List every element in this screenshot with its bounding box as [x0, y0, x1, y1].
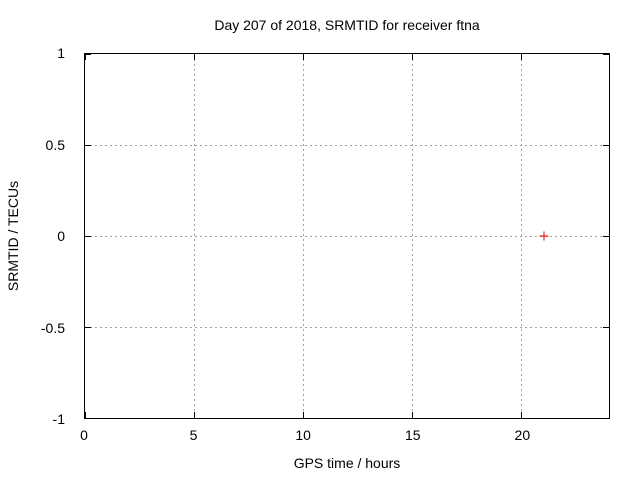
x-tick-10 [302, 412, 304, 418]
plot-area [84, 53, 610, 419]
y-tick--0.5 [85, 326, 91, 328]
y-tick-mirror-0 [603, 235, 609, 237]
y-tick-mirror--1 [603, 417, 609, 419]
data-point [539, 231, 548, 241]
x-tick-mirror-20 [521, 54, 523, 60]
y-tick-label--1: -1 [52, 411, 65, 427]
plus-marker-v-bar [543, 231, 544, 241]
x-axis-label: GPS time / hours [293, 455, 401, 471]
y-tick-mirror--0.5 [603, 326, 609, 328]
gridline-y-0 [85, 235, 609, 237]
x-tick-mirror-15 [412, 54, 413, 60]
y-tick-mirror-1 [603, 53, 609, 55]
x-tick-label-15: 15 [404, 427, 421, 443]
chart-title: Day 207 of 2018, SRMTID for receiver ftn… [214, 17, 480, 33]
x-tick-20 [521, 412, 523, 418]
x-tick-15 [412, 412, 413, 418]
y-tick-mirror-0.5 [603, 144, 609, 146]
x-tick-label-5: 5 [189, 427, 198, 443]
y-tick-label--0.5: -0.5 [40, 319, 65, 336]
x-tick-5 [193, 412, 195, 418]
x-tick-0 [84, 412, 86, 418]
x-tick-label-10: 10 [295, 427, 311, 443]
y-axis-label-text: SRMTID / TECUs [5, 180, 21, 292]
x-tick-mirror-10 [302, 54, 304, 60]
y-tick-0.5 [85, 144, 91, 146]
gridline-y--0.5 [85, 326, 609, 328]
y-tick-label-0.5: 0.5 [45, 136, 65, 153]
x-tick-mirror-5 [193, 54, 195, 60]
y-tick-0 [85, 235, 91, 237]
y-tick-1 [85, 53, 91, 55]
gridline-y-0.5 [85, 144, 609, 146]
x-tick-label-0: 0 [80, 427, 88, 443]
y-tick-label-1: 1 [57, 45, 65, 61]
x-tick-label-20: 20 [514, 427, 531, 443]
y-tick--1 [85, 417, 91, 419]
x-tick-mirror-0 [84, 54, 86, 60]
